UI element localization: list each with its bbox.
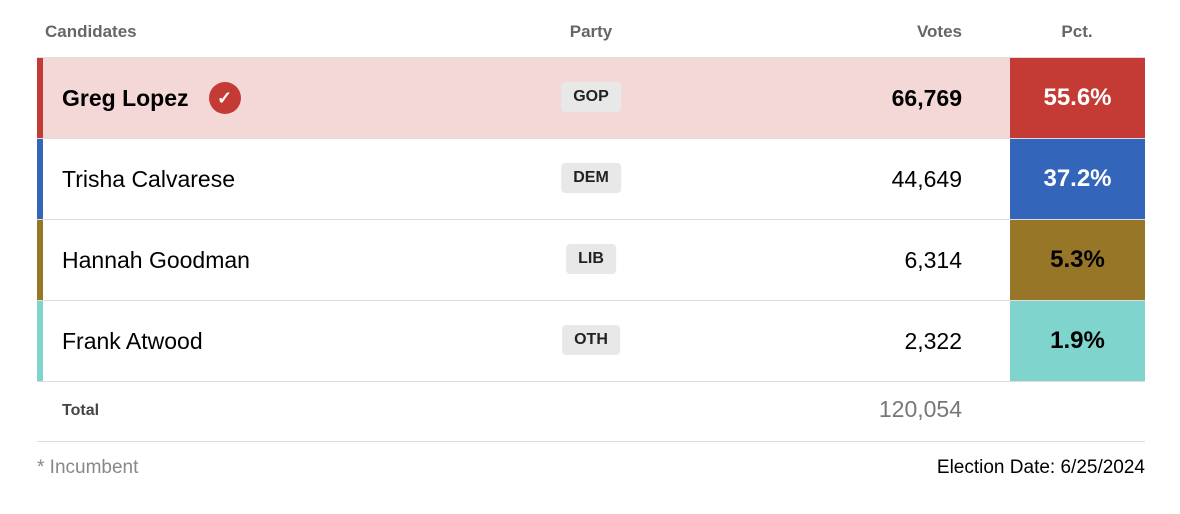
candidate-name: Greg Lopez ✓ [62, 58, 241, 138]
party-color-bar [37, 301, 43, 381]
header-votes: Votes [916, 22, 962, 41]
vote-count: 2,322 [904, 327, 962, 354]
candidate-row: Greg Lopez ✓ GOP 66,769 55.6% [37, 58, 1145, 139]
vote-count: 66,769 [891, 84, 962, 111]
total-votes: 120,054 [878, 396, 962, 422]
party-color-bar [37, 220, 43, 300]
total-row: Total 120,054 [37, 382, 1145, 442]
candidate-name-text: Hannah Goodman [62, 246, 250, 273]
header-candidates: Candidates [45, 22, 137, 41]
total-label: Total [62, 402, 100, 419]
candidate-row: Trisha Calvarese DEM 44,649 37.2% [37, 139, 1145, 220]
party-badge: GOP [561, 82, 621, 112]
header-party: Party [569, 22, 613, 41]
incumbent-note: * Incumbent [37, 457, 139, 478]
vote-count: 6,314 [904, 246, 962, 273]
candidate-name: Trisha Calvarese [62, 139, 235, 219]
vote-count: 44,649 [891, 165, 962, 192]
party-badge: OTH [562, 325, 620, 355]
party-badge: DEM [561, 163, 621, 193]
vote-percent: 55.6% [1010, 58, 1145, 138]
header-pct: Pct. [1061, 22, 1093, 41]
candidate-name-text: Frank Atwood [62, 327, 203, 354]
candidate-name: Hannah Goodman [62, 220, 250, 300]
election-date: Election Date: 6/25/2024 [936, 457, 1145, 478]
party-color-bar [37, 139, 43, 219]
vote-percent: 37.2% [1010, 139, 1145, 219]
candidate-row: Hannah Goodman LIB 6,314 5.3% [37, 220, 1145, 301]
party-color-bar [37, 58, 43, 138]
candidate-rows: Greg Lopez ✓ GOP 66,769 55.6% Trisha Calv… [37, 57, 1145, 382]
candidate-name: Frank Atwood [62, 301, 203, 381]
party-badge: LIB [566, 244, 616, 274]
vote-percent: 1.9% [1010, 301, 1145, 381]
check-circle-icon: ✓ [208, 82, 241, 114]
candidate-name-text: Trisha Calvarese [62, 165, 235, 192]
vote-percent: 5.3% [1010, 220, 1145, 300]
candidate-name-text: Greg Lopez [62, 84, 189, 111]
candidate-row: Frank Atwood OTH 2,322 1.9% [37, 301, 1145, 382]
